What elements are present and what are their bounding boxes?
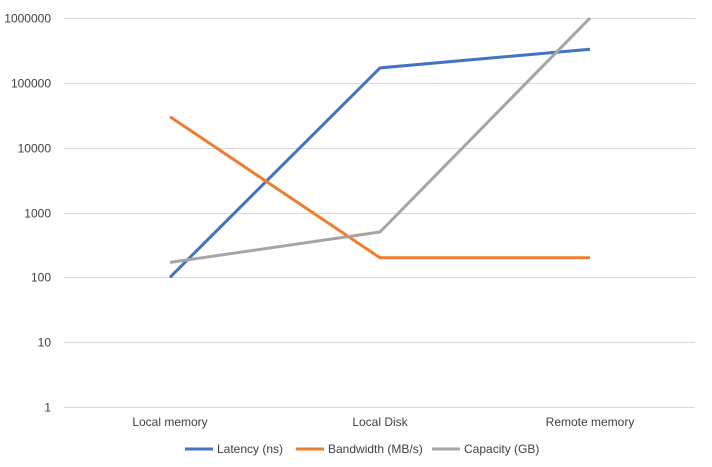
legend-label: Capacity (GB) [464,442,539,456]
x-tick-label: Local Disk [352,415,408,429]
legend-item: Bandwidth (MB/s) [296,442,423,456]
y-axis-tick-labels: 1 10 100 1000 10000 100000 1000000 [4,12,51,415]
legend-label: Bandwidth (MB/s) [328,442,423,456]
gridlines [64,18,695,408]
x-axis-tick-labels: Local memory Local Disk Remote memory [132,415,634,429]
y-tick-label: 1000 [24,207,51,221]
legend-label: Latency (ns) [217,442,283,456]
legend-item: Capacity (GB) [432,442,539,456]
series-line-1 [169,115,590,260]
y-tick-label: 100000 [11,77,51,91]
y-tick-label: 1000000 [4,12,51,26]
x-tick-label: Remote memory [546,415,635,429]
y-tick-label: 1 [44,401,51,415]
series-line-2 [169,16,592,264]
y-tick-label: 100 [31,271,51,285]
y-tick-label: 10000 [18,142,52,156]
series-lines [168,16,592,279]
legend-item: Latency (ns) [185,442,283,456]
series-line-0 [168,47,591,279]
y-tick-label: 10 [38,336,52,350]
legend: Latency (ns) Bandwidth (MB/s) Capacity (GB… [185,442,539,456]
x-tick-label: Local memory [132,415,207,429]
